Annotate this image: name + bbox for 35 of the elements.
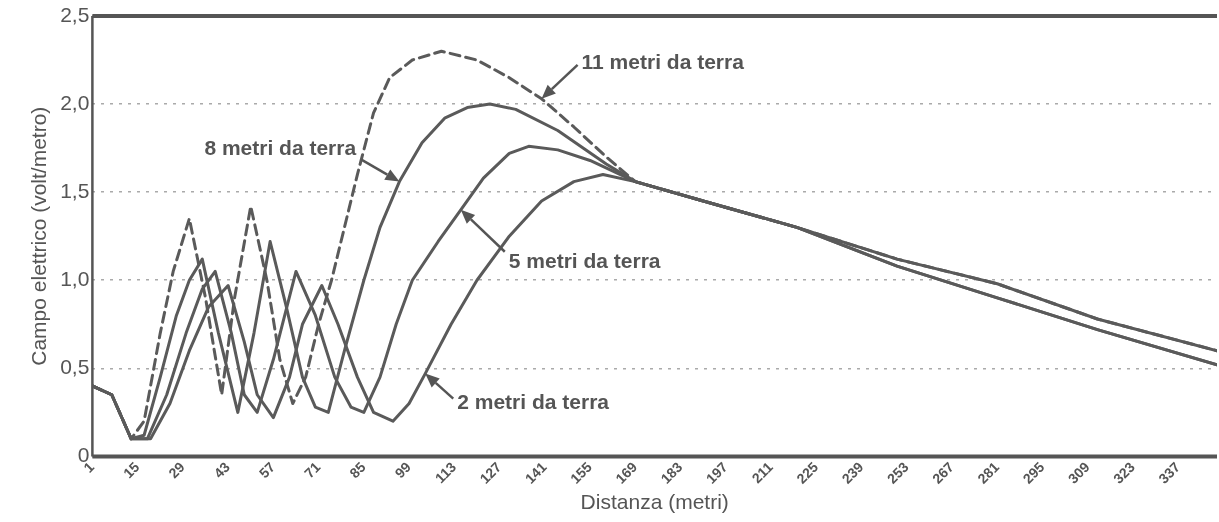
x-tick-label: 99 — [391, 458, 415, 482]
annotation: 5 metri da terra — [508, 248, 661, 272]
x-tick-label: 43 — [210, 458, 234, 482]
x-tick-label: 337 — [1155, 458, 1184, 487]
x-tick-label: 57 — [255, 458, 279, 482]
y-tick-label: 0,5 — [60, 355, 90, 379]
x-tick-label: 295 — [1019, 458, 1048, 487]
x-tick-label: 141 — [521, 458, 550, 487]
x-tick-label: 253 — [883, 458, 912, 487]
annotation: 11 metri da terra — [581, 49, 745, 73]
x-tick-label: 29 — [165, 458, 188, 482]
y-tick-label: 1,5 — [60, 178, 90, 202]
x-tick-label: 309 — [1064, 458, 1093, 487]
x-tick-label: 85 — [346, 458, 369, 482]
x-tick-label: 197 — [702, 458, 731, 487]
x-tick-label: 211 — [748, 458, 777, 487]
y-tick-label: 1,0 — [60, 267, 90, 291]
x-tick-label: 127 — [476, 458, 505, 487]
y-tick-label: 2,5 — [60, 2, 90, 26]
x-axis-title: Distanza (metri) — [580, 490, 729, 514]
x-tick-label: 183 — [657, 458, 686, 487]
x-tick-label: 323 — [1110, 458, 1138, 487]
y-tick-label: 2,0 — [60, 90, 90, 114]
y-axis-title: Campo elettrico (volt/metro) — [27, 106, 51, 366]
annotation: 2 metri da terra — [457, 390, 610, 414]
x-tick-label: 71 — [301, 458, 324, 482]
annotation: 8 metri da terra — [204, 136, 357, 160]
x-tick-label: 113 — [431, 458, 460, 487]
x-tick-label: 281 — [974, 458, 1003, 487]
x-tick-label: 225 — [793, 458, 822, 487]
x-tick-label: 155 — [567, 458, 596, 487]
x-tick-label: 239 — [838, 458, 867, 487]
x-tick-label: 267 — [929, 458, 958, 487]
x-tick-label: 15 — [120, 458, 143, 482]
x-tick-label: 169 — [612, 458, 641, 487]
